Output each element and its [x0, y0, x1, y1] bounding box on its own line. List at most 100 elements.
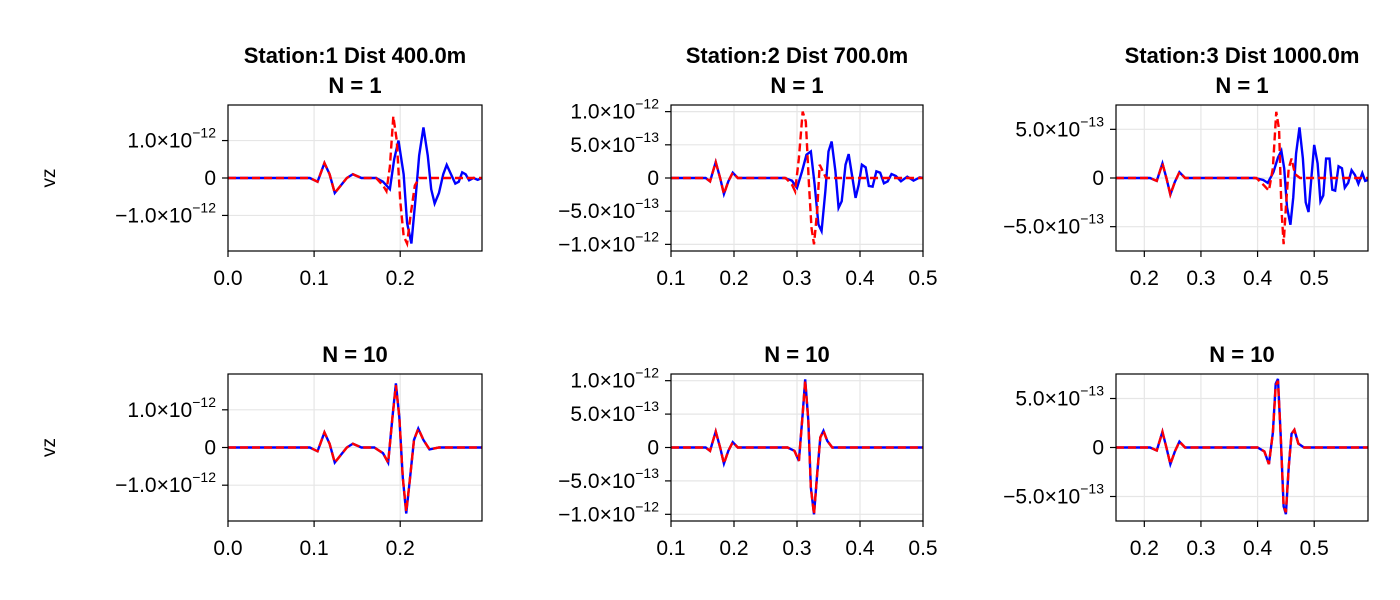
y-tick-mantissa: 0 [204, 167, 216, 190]
y-tick-mantissa: 0 [647, 167, 659, 190]
y-tick-exponent: −12 [192, 125, 216, 141]
y-axis-label: vz [39, 169, 60, 188]
y-tick-label: −5.0×10−13 [1003, 211, 1104, 239]
panel-subtitle: N = 10 [1209, 342, 1274, 367]
y-tick-label: −1.0×10−12 [115, 199, 216, 227]
x-tick-label: 0.3 [782, 537, 811, 560]
y-tick-exponent: −12 [635, 365, 659, 381]
y-tick-exponent: −13 [1080, 481, 1104, 497]
x-tick-label: 0.4 [1243, 537, 1273, 560]
y-tick-label: −1.0×10−12 [558, 498, 659, 526]
x-tick-label: 0.2 [719, 267, 748, 290]
y-tick-mantissa: −5.0×10 [558, 200, 635, 223]
y-tick-exponent: −12 [635, 498, 659, 514]
panel-subtitle: N = 1 [328, 73, 381, 98]
dashed-series-line [1116, 380, 1368, 513]
y-tick-mantissa: −1.0×10 [558, 233, 635, 256]
x-tick-label: 0.1 [300, 537, 329, 560]
y-tick-exponent: −12 [635, 228, 659, 244]
x-tick-label: 0.1 [656, 537, 685, 560]
y-tick-label: 5.0×10−13 [570, 129, 659, 157]
panel-2: 0.1 0.2 0.3 0.4 0.5−1.0×10−12−5.0×10−1305.0×… [558, 43, 937, 290]
y-tick-label: 1.0×10−12 [570, 365, 659, 393]
y-tick-exponent: −13 [635, 195, 659, 211]
dashed-series-line [1116, 111, 1368, 245]
y-tick-exponent: −13 [1080, 113, 1104, 129]
x-tick-label: 0.4 [845, 537, 875, 560]
y-tick-label: −5.0×10−13 [558, 465, 659, 493]
x-tick-label: 0.2 [386, 267, 415, 290]
y-tick-label: 5.0×10−13 [1015, 383, 1104, 411]
y-tick-mantissa: 5.0×10 [1015, 118, 1080, 141]
y-tick-exponent: −12 [192, 394, 216, 410]
x-tick-label: 0.4 [845, 267, 875, 290]
x-tick-label: 0.2 [386, 537, 415, 560]
y-tick-mantissa: −1.0×10 [115, 474, 192, 497]
y-tick-label: −1.0×10−12 [115, 469, 216, 497]
y-tick-label: 0 [204, 167, 216, 190]
y-tick-mantissa: −1.0×10 [115, 204, 192, 227]
y-tick-label: 0 [1092, 167, 1104, 190]
x-tick-label: 0.5 [1300, 267, 1329, 290]
y-tick-label: 1.0×10−12 [127, 125, 216, 153]
x-tick-label: 0.2 [1130, 537, 1159, 560]
x-tick-label: 0.0 [213, 267, 242, 290]
panel-subtitle: N = 10 [764, 342, 829, 367]
y-tick-label: 0 [1092, 437, 1104, 460]
y-tick-mantissa: −5.0×10 [1003, 486, 1080, 509]
panel-5: 0.1 0.2 0.3 0.4 0.5−1.0×10−12−5.0×10−1305.0×… [558, 342, 937, 560]
x-tick-label: 0.5 [908, 537, 937, 560]
dashed-series-line [228, 116, 482, 248]
y-tick-label: −5.0×10−13 [558, 195, 659, 223]
panel-subtitle: N = 10 [322, 342, 387, 367]
y-tick-mantissa: −1.0×10 [558, 503, 635, 526]
y-axis-label: vz [39, 438, 60, 457]
y-tick-label: 0 [204, 437, 216, 460]
y-tick-mantissa: 1.0×10 [570, 101, 635, 124]
panel-subtitle: N = 1 [1215, 73, 1268, 98]
solid-series-line [228, 127, 482, 244]
y-tick-mantissa: 1.0×10 [570, 370, 635, 393]
y-tick-mantissa: 0 [204, 437, 216, 460]
panel-title: Station:3 Dist 1000.0m [1125, 43, 1360, 68]
y-tick-exponent: −13 [1080, 383, 1104, 399]
solid-series-line [1116, 127, 1368, 225]
panel-3: 0.2 0.3 0.4 0.5−5.0×10−1305.0×10−13Station:… [1003, 43, 1369, 290]
y-tick-mantissa: 5.0×10 [1015, 388, 1080, 411]
x-tick-label: 0.3 [782, 267, 811, 290]
dashed-series-line [671, 111, 923, 245]
y-tick-exponent: −13 [635, 398, 659, 414]
y-tick-label: 0 [647, 437, 659, 460]
x-tick-label: 0.5 [908, 267, 937, 290]
x-tick-label: 0.1 [656, 267, 685, 290]
y-tick-mantissa: −5.0×10 [1003, 216, 1080, 239]
y-tick-exponent: −12 [635, 96, 659, 112]
y-tick-exponent: −13 [635, 465, 659, 481]
y-tick-mantissa: 0 [1092, 167, 1104, 190]
y-tick-label: 5.0×10−13 [570, 398, 659, 426]
x-tick-label: 0.4 [1243, 267, 1273, 290]
x-tick-label: 0.2 [1130, 267, 1159, 290]
panel-subtitle: N = 1 [770, 73, 823, 98]
y-tick-label: 1.0×10−12 [570, 96, 659, 124]
y-tick-mantissa: 0 [1092, 437, 1104, 460]
y-tick-exponent: −13 [635, 129, 659, 145]
y-tick-exponent: −13 [1080, 211, 1104, 227]
y-tick-mantissa: 5.0×10 [570, 134, 635, 157]
dashed-series-line [671, 380, 923, 515]
y-tick-mantissa: 5.0×10 [570, 403, 635, 426]
y-tick-label: 5.0×10−13 [1015, 113, 1104, 141]
x-tick-label: 0.3 [1186, 267, 1215, 290]
x-tick-label: 0.5 [1300, 537, 1329, 560]
x-tick-label: 0.0 [213, 537, 242, 560]
y-tick-label: 1.0×10−12 [127, 394, 216, 422]
y-tick-mantissa: 0 [647, 437, 659, 460]
y-tick-exponent: −12 [192, 469, 216, 485]
x-tick-label: 0.3 [1186, 537, 1215, 560]
y-tick-mantissa: −5.0×10 [558, 470, 635, 493]
panel-title: Station:1 Dist 400.0m [244, 43, 467, 68]
